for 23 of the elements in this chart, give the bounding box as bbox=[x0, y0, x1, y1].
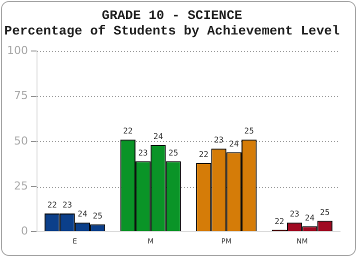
text: 24 bbox=[229, 139, 239, 148]
y-tick-label: 50 bbox=[14, 134, 28, 148]
y-tick-label: 0 bbox=[20, 224, 28, 238]
text: 25 bbox=[168, 148, 178, 158]
text: 25 bbox=[92, 211, 102, 220]
y-tick-label: 25 bbox=[14, 179, 28, 192]
text: 24 bbox=[153, 132, 164, 142]
y-tick-label: 75 bbox=[14, 89, 28, 102]
chart-title: GRADE 10 - SCIENCE bbox=[102, 8, 242, 24]
y-tick-label: 100 bbox=[6, 44, 28, 58]
text: 23 bbox=[214, 136, 224, 145]
text: 23 bbox=[290, 210, 300, 219]
series-label: 25 bbox=[244, 126, 254, 136]
text: 25 bbox=[320, 208, 330, 217]
series-label: 22 bbox=[274, 216, 284, 226]
text: 22 bbox=[47, 200, 57, 210]
text: 23 bbox=[138, 148, 148, 158]
text: 22 bbox=[123, 126, 133, 136]
text: 22 bbox=[198, 150, 208, 160]
series-label: 24 bbox=[78, 210, 88, 219]
text: 24 bbox=[304, 213, 315, 222]
series-label: 23 bbox=[62, 200, 72, 210]
chart-subtitle: Percentage of Students by Achievement Level bbox=[4, 24, 340, 39]
